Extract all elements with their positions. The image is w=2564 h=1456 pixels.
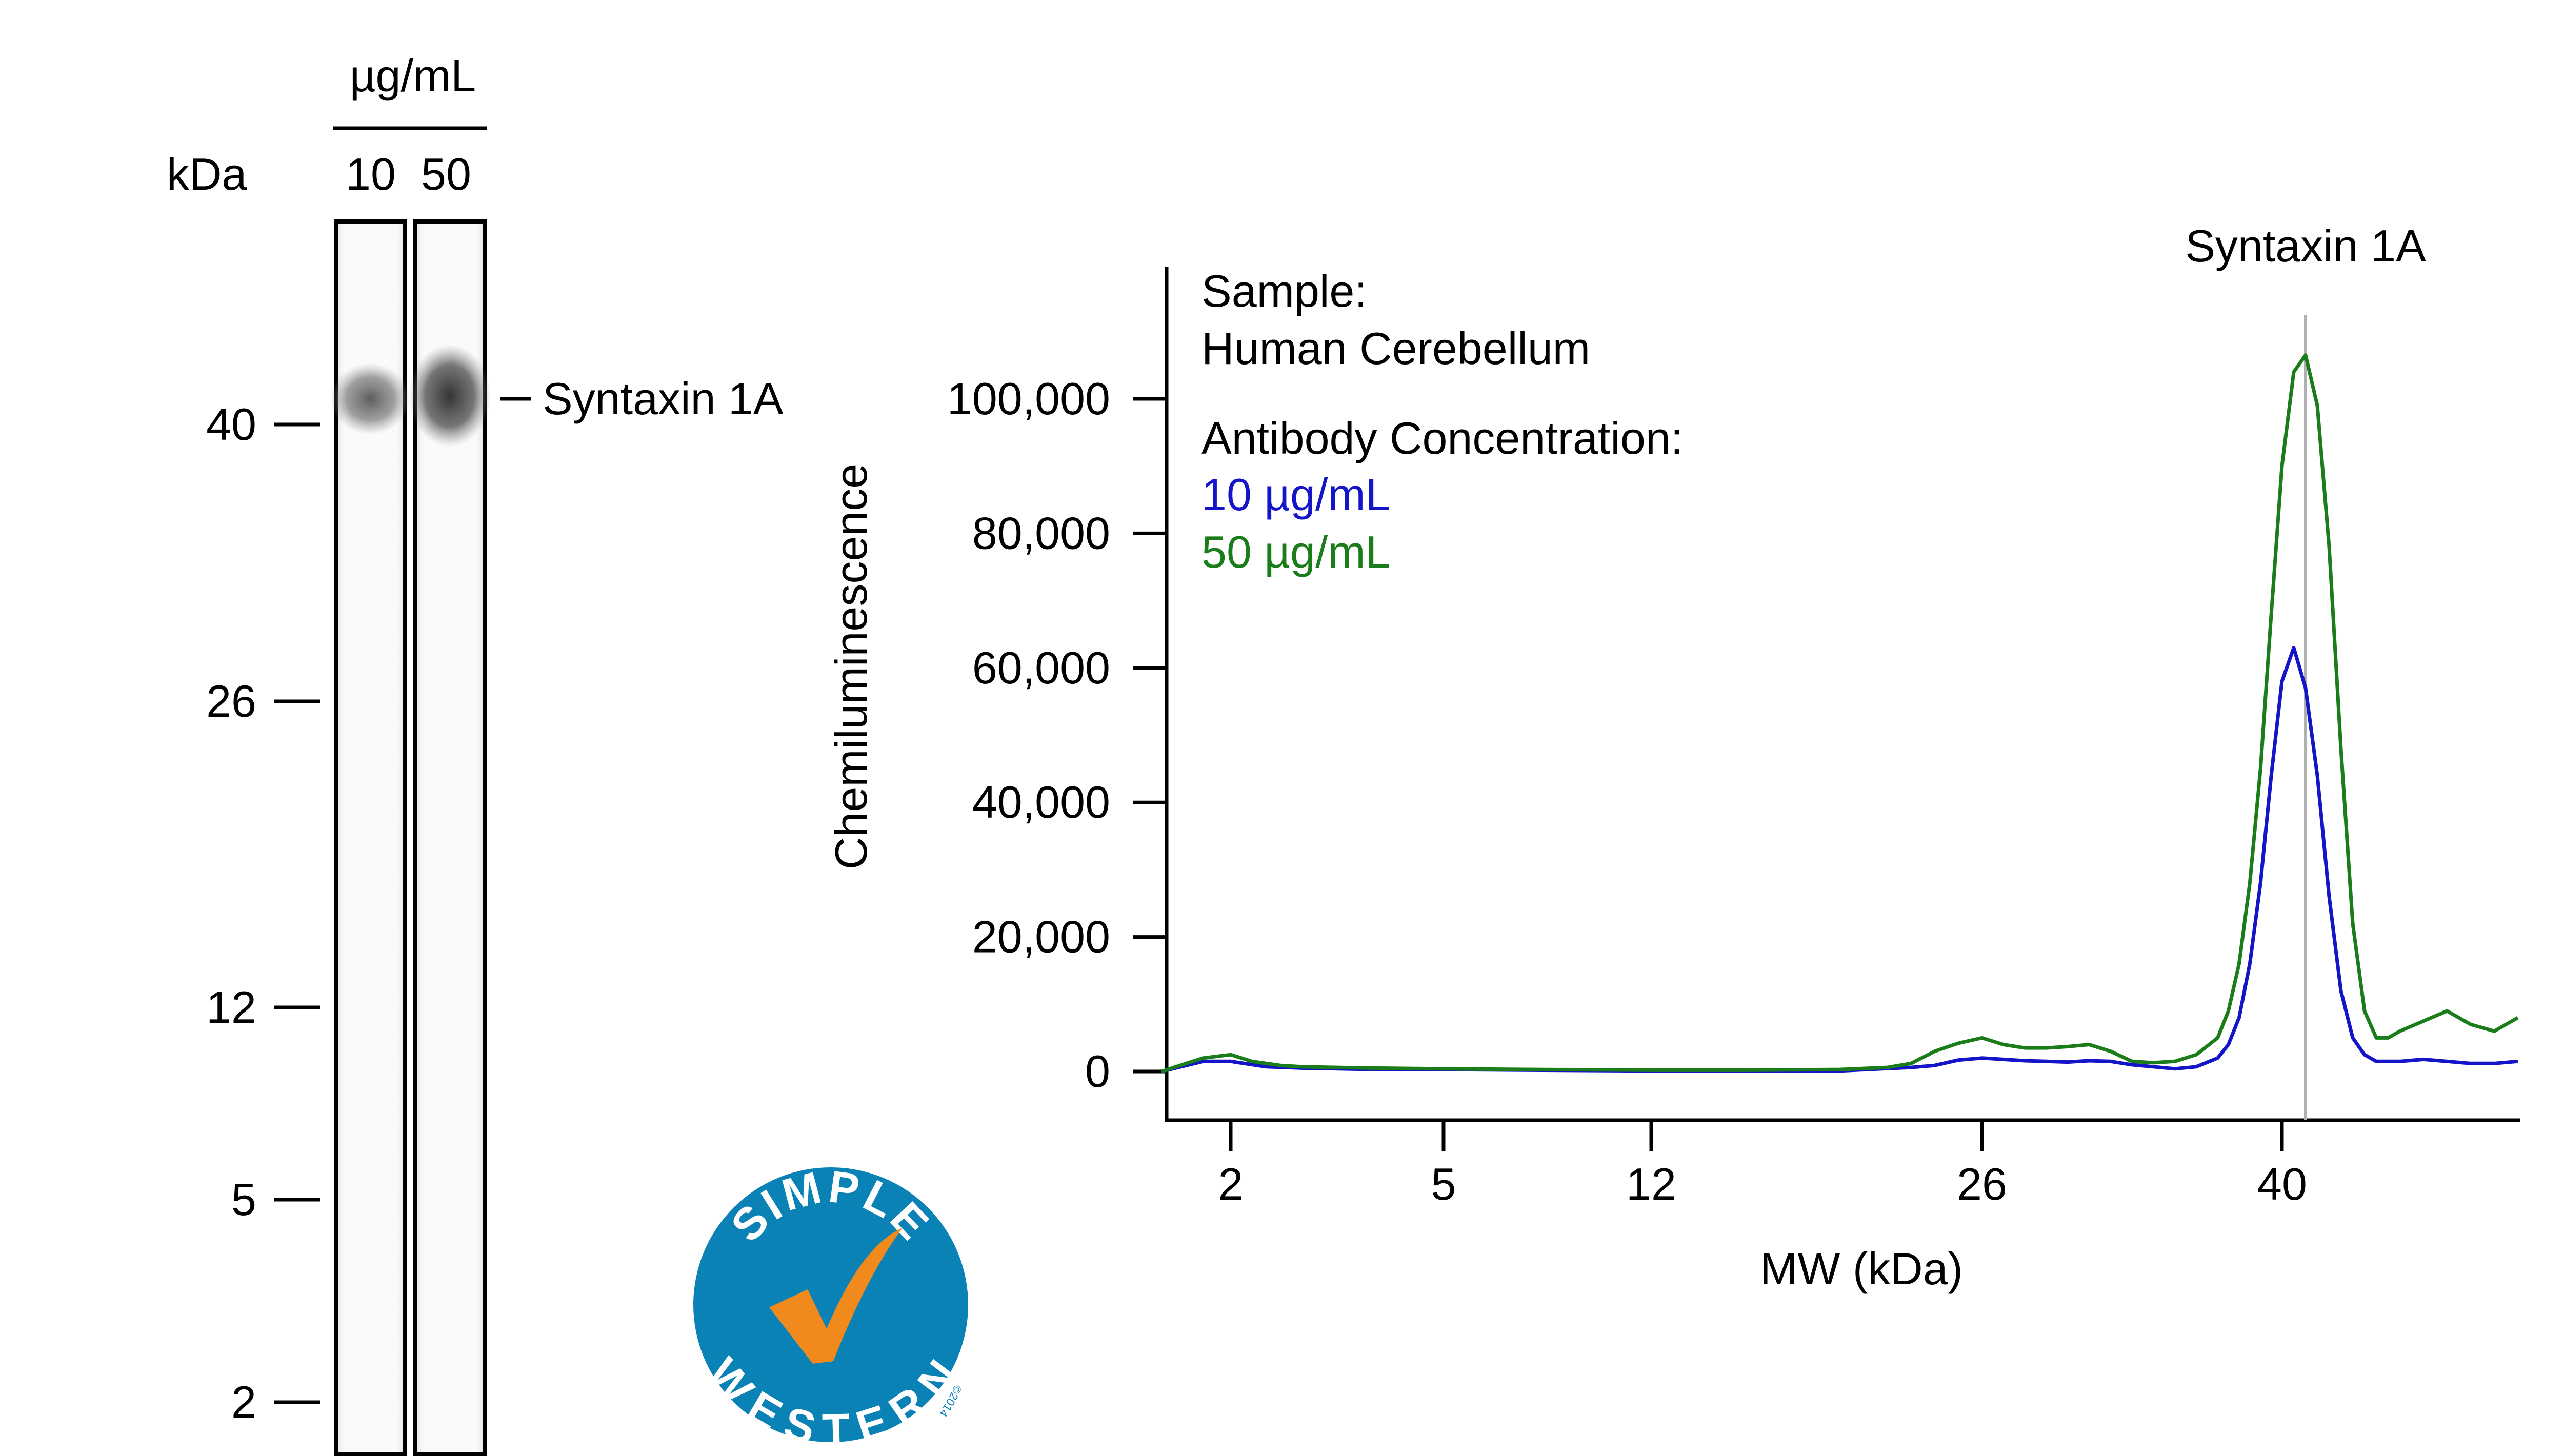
ladder-label-2: 2 <box>231 1377 256 1427</box>
x-tick-label: 12 <box>1626 1159 1676 1209</box>
legend: Sample: Human Cerebellum Antibody Concen… <box>1201 266 1683 577</box>
simple-western-logo: SIMPLE WESTERN ©2014 <box>693 1161 968 1455</box>
band-lane-50 <box>409 345 491 447</box>
legend-series-50: 50 µg/mL <box>1201 527 1391 577</box>
lane-label-50: 50 <box>421 149 471 199</box>
legend-sample-value: Human Cerebellum <box>1201 323 1590 374</box>
logo-circle <box>693 1167 968 1442</box>
legend-series-10: 10 µg/mL <box>1201 469 1391 520</box>
y-tick-label: 80,000 <box>972 508 1110 558</box>
blot-unit-header: µg/mL <box>350 50 476 101</box>
x-tick-label: 2 <box>1218 1159 1244 1209</box>
x-axis-label: MW (kDa) <box>1760 1243 1963 1294</box>
lane-50 <box>409 219 491 1456</box>
ladder-label-5: 5 <box>231 1174 256 1225</box>
y-ticks: 0 20,000 40,000 60,000 80,000 100,000 <box>947 373 1167 1097</box>
ladder: 40 26 12 5 2 <box>206 399 320 1427</box>
x-tick-label: 40 <box>2257 1159 2307 1209</box>
series-line-10 <box>1161 645 2518 1074</box>
peak-label: Syntaxin 1A <box>2185 220 2426 271</box>
lane-10 <box>330 219 410 1456</box>
legend-sample-label: Sample: <box>1201 266 1367 316</box>
electropherogram: 0 20,000 40,000 60,000 80,000 100,000 2 5 12 26 4… <box>826 220 2520 1294</box>
ladder-label-12: 12 <box>206 982 256 1033</box>
check-icon <box>769 1228 903 1364</box>
x-tick-label: 26 <box>1957 1159 2007 1209</box>
y-tick-label: 40,000 <box>972 777 1110 827</box>
ladder-label-40: 40 <box>206 399 256 450</box>
ladder-label-26: 26 <box>206 676 256 726</box>
y-axis-label: Chemiluminescence <box>826 463 876 869</box>
band-lane-10 <box>330 363 410 435</box>
x-tick-label: 5 <box>1431 1159 1456 1209</box>
x-ticks: 2 5 12 26 40 <box>1218 1120 2307 1209</box>
series-line-50 <box>1160 353 2519 1074</box>
y-tick-label: 0 <box>1085 1046 1110 1097</box>
y-tick-label: 60,000 <box>972 642 1110 693</box>
band-label: Syntaxin 1A <box>543 373 784 424</box>
blot-kda-label: kDa <box>167 149 247 199</box>
y-tick-label: 100,000 <box>947 373 1110 424</box>
blot-panel: µg/mL kDa 10 50 <box>167 50 784 1456</box>
legend-conc-label: Antibody Concentration: <box>1201 413 1683 463</box>
lane-label-10: 10 <box>346 149 396 199</box>
y-tick-label: 20,000 <box>972 912 1110 962</box>
